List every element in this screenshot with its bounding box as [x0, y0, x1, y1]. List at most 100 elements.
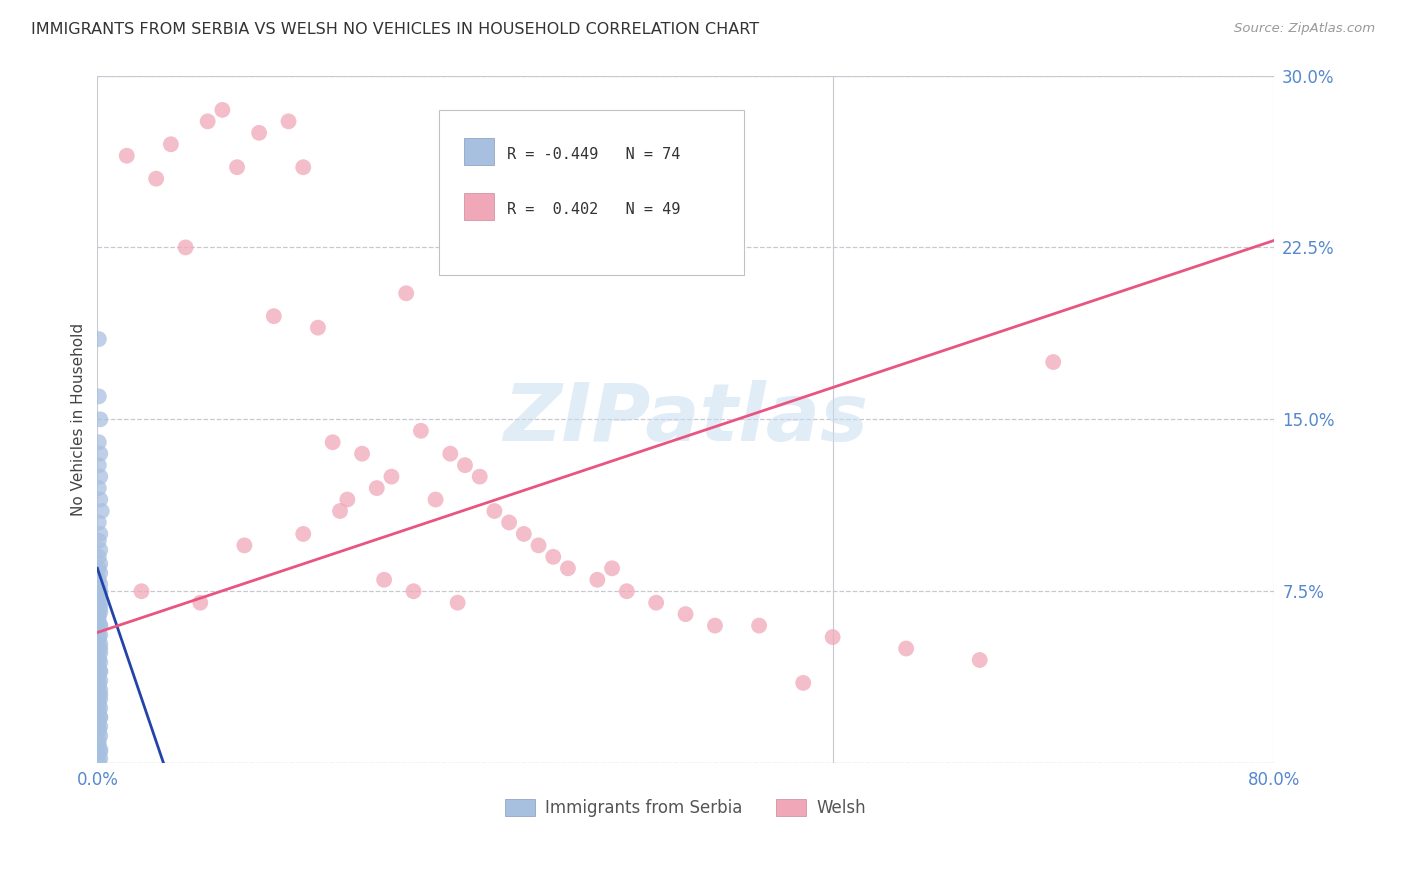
- Point: [87, 607, 110, 622]
- Point: [484, 504, 506, 518]
- Point: [87, 458, 110, 472]
- Point: [292, 527, 315, 541]
- Point: [115, 149, 138, 163]
- Point: [87, 582, 110, 596]
- Point: [380, 469, 402, 483]
- Point: [89, 701, 111, 715]
- Point: [557, 561, 579, 575]
- Point: [226, 160, 249, 174]
- Point: [402, 584, 425, 599]
- Point: [89, 742, 111, 756]
- Point: [89, 710, 111, 724]
- Point: [87, 641, 110, 656]
- Text: R =  0.402   N = 49: R = 0.402 N = 49: [506, 202, 681, 217]
- Point: [87, 516, 110, 530]
- Y-axis label: No Vehicles in Household: No Vehicles in Household: [72, 323, 86, 516]
- Point: [87, 549, 110, 564]
- Point: [89, 637, 111, 651]
- Point: [89, 577, 111, 591]
- Point: [541, 549, 564, 564]
- Point: [89, 586, 111, 600]
- Point: [87, 389, 110, 403]
- Point: [87, 435, 110, 450]
- Point: [197, 114, 219, 128]
- Point: [89, 641, 111, 656]
- Point: [87, 591, 110, 606]
- Point: [89, 646, 111, 660]
- Point: [527, 538, 550, 552]
- Point: [792, 676, 814, 690]
- Point: [1042, 355, 1064, 369]
- Point: [645, 596, 668, 610]
- Point: [89, 447, 111, 461]
- Text: R = -0.449   N = 74: R = -0.449 N = 74: [506, 147, 681, 162]
- Point: [89, 751, 111, 765]
- Point: [89, 412, 111, 426]
- Point: [87, 698, 110, 713]
- Point: [87, 623, 110, 637]
- Point: [87, 481, 110, 495]
- Point: [87, 669, 110, 683]
- Legend: Immigrants from Serbia, Welsh: Immigrants from Serbia, Welsh: [499, 792, 872, 823]
- Point: [89, 605, 111, 619]
- Point: [188, 596, 211, 610]
- Point: [87, 630, 110, 644]
- Point: [969, 653, 991, 667]
- Point: [307, 320, 329, 334]
- Bar: [464, 193, 494, 220]
- Point: [89, 665, 111, 679]
- Point: [87, 561, 110, 575]
- Point: [454, 458, 477, 472]
- Point: [87, 591, 110, 606]
- Point: [89, 628, 111, 642]
- Point: [89, 618, 111, 632]
- Point: [89, 745, 111, 759]
- Point: [292, 160, 315, 174]
- Point: [498, 516, 520, 530]
- Point: [675, 607, 697, 622]
- Point: [373, 573, 395, 587]
- Point: [468, 469, 491, 483]
- Point: [87, 332, 110, 346]
- Point: [87, 653, 110, 667]
- Point: [439, 447, 461, 461]
- Point: [89, 719, 111, 733]
- Point: [87, 614, 110, 628]
- Point: [704, 618, 727, 632]
- Point: [89, 692, 111, 706]
- Point: [87, 738, 110, 752]
- Text: Source: ZipAtlas.com: Source: ZipAtlas.com: [1234, 22, 1375, 36]
- Point: [87, 714, 110, 729]
- Point: [87, 632, 110, 647]
- Point: [89, 618, 111, 632]
- Point: [87, 650, 110, 665]
- Point: [87, 706, 110, 720]
- Point: [87, 747, 110, 761]
- FancyBboxPatch shape: [439, 110, 744, 275]
- Point: [263, 309, 285, 323]
- Point: [586, 573, 609, 587]
- Point: [446, 596, 468, 610]
- Point: [211, 103, 233, 117]
- Point: [87, 724, 110, 739]
- Point: [160, 137, 183, 152]
- Point: [174, 240, 197, 254]
- Point: [87, 722, 110, 736]
- Point: [425, 492, 447, 507]
- Point: [87, 733, 110, 747]
- Point: [89, 665, 111, 679]
- Point: [89, 682, 111, 697]
- Point: [87, 609, 110, 624]
- Point: [87, 697, 110, 711]
- Point: [87, 660, 110, 674]
- Point: [89, 687, 111, 701]
- Point: [395, 286, 418, 301]
- Point: [89, 492, 111, 507]
- Point: [247, 126, 270, 140]
- Point: [87, 533, 110, 548]
- Point: [336, 492, 359, 507]
- Point: [89, 655, 111, 669]
- Point: [90, 504, 112, 518]
- Bar: [464, 137, 494, 165]
- Point: [89, 673, 111, 688]
